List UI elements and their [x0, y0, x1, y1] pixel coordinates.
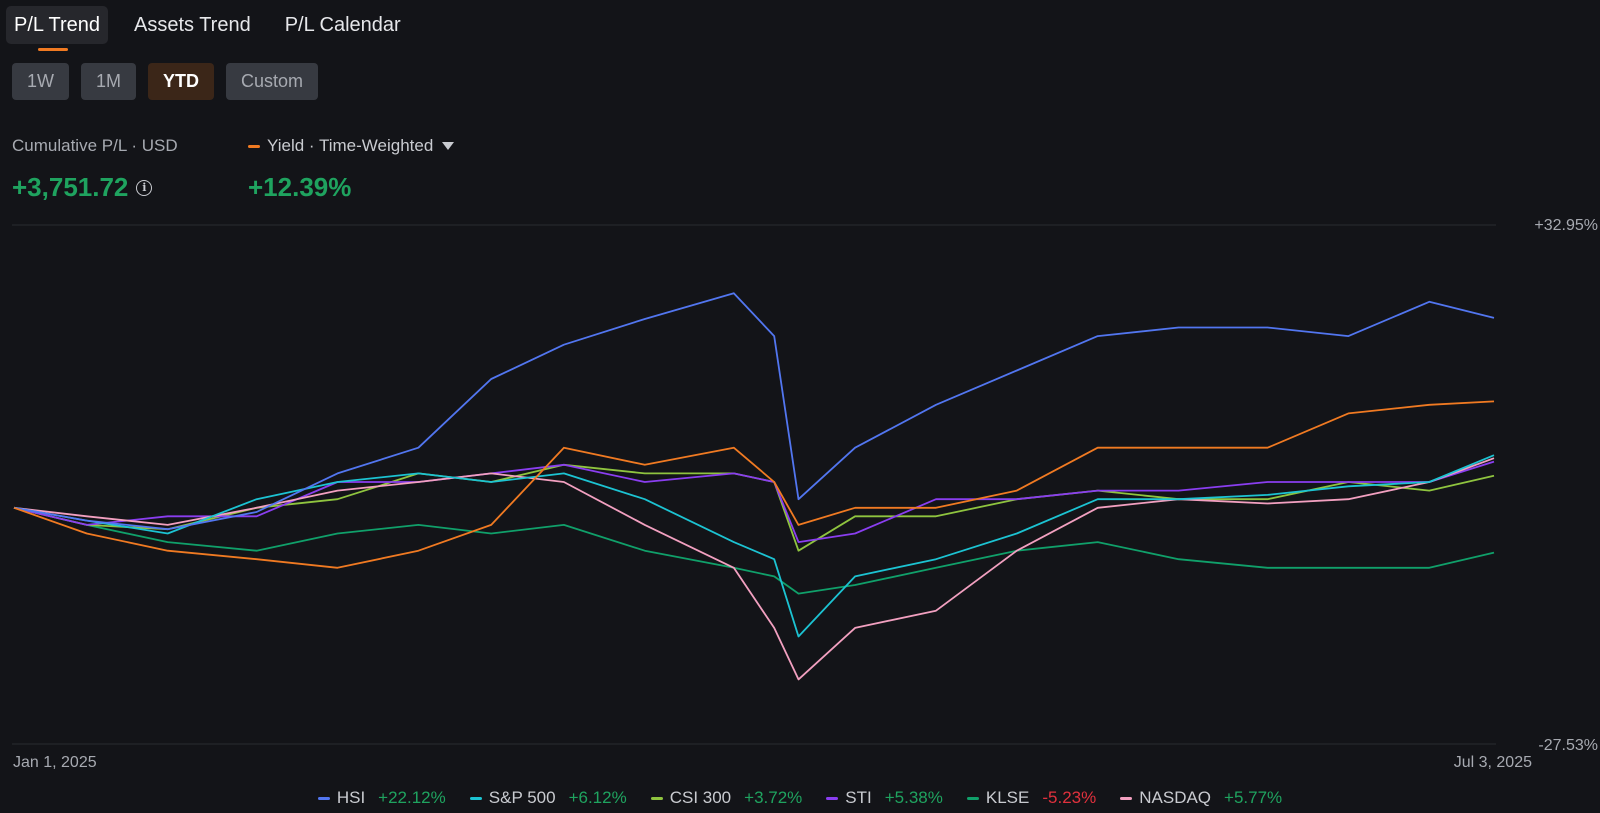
y-tick-top: +32.95% — [1534, 217, 1598, 234]
legend-item-sti[interactable]: STI +5.38% — [826, 788, 943, 808]
cumulative-pl-value-row: +3,751.72 i — [12, 172, 178, 203]
yield-stat: Yield · Time-Weighted +12.39% — [248, 135, 455, 203]
legend-swatch-klse — [966, 796, 979, 800]
tab-pl-trend[interactable]: P/L Trend — [6, 6, 108, 51]
yield-value: +12.39% — [248, 172, 352, 202]
info-icon[interactable]: i — [136, 179, 153, 196]
series-line-s-p-500 — [13, 454, 1495, 638]
legend-name-hsi: HSI — [336, 788, 366, 807]
legend-item-hsi[interactable]: HSI +22.12% — [317, 788, 446, 808]
y-tick-bottom: -27.53% — [1538, 737, 1598, 754]
legend-swatch-csi300 — [650, 796, 663, 800]
series-layer — [13, 292, 1495, 681]
range-1w-button[interactable]: 1W — [12, 63, 69, 100]
legend-value-nasdaq: +5.77% — [1224, 788, 1283, 807]
legend-item-csi300[interactable]: CSI 300 +3.72% — [650, 788, 803, 808]
pl-trend-chart[interactable]: +32.95% -27.53% Jan 1, 2025 Jul 3, 2025 — [0, 212, 1600, 782]
tab-assets-trend[interactable]: Assets Trend — [133, 14, 251, 36]
legend-name-klse: KLSE — [985, 788, 1030, 807]
series-line-klse — [13, 506, 1495, 595]
cumulative-pl-stat: Cumulative P/L · USD +3,751.72 i — [12, 135, 178, 203]
range-ytd-button[interactable]: YTD — [148, 63, 215, 100]
legend-item-nasdaq[interactable]: NASDAQ +5.77% — [1120, 788, 1282, 808]
legend-item-sp500[interactable]: S&P 500 +6.12% — [469, 788, 627, 808]
range-custom-button[interactable]: Custom — [226, 63, 319, 100]
legend-value-csi300: +3.72% — [744, 788, 803, 807]
series-line-yield — [13, 400, 1495, 569]
legend-value-hsi: +22.12% — [378, 788, 446, 807]
series-line-nasdaq — [13, 457, 1495, 681]
range-selector: 1W 1M YTD Custom — [12, 63, 330, 100]
legend-swatch-nasdaq — [1120, 796, 1133, 800]
series-line-sti — [13, 460, 1495, 544]
legend-value-klse: -5.23% — [1042, 788, 1097, 807]
legend-name-sp500: S&P 500 — [488, 788, 556, 807]
yield-type-label: Yield · Time-Weighted — [267, 136, 434, 155]
tab-pl-calendar[interactable]: P/L Calendar — [284, 14, 401, 36]
x-tick-end: Jul 3, 2025 — [1454, 754, 1532, 771]
legend-name-nasdaq: NASDAQ — [1139, 788, 1212, 807]
yield-line-swatch — [248, 144, 260, 148]
yield-type-dropdown[interactable]: Yield · Time-Weighted — [248, 135, 455, 157]
legend-item-klse[interactable]: KLSE -5.23% — [966, 788, 1097, 808]
legend-value-sp500: +6.12% — [568, 788, 627, 807]
legend-name-sti: STI — [845, 788, 872, 807]
x-tick-start: Jan 1, 2025 — [13, 754, 97, 771]
chevron-down-icon — [442, 142, 455, 150]
tab-bar: P/L Trend Assets Trend P/L Calendar — [6, 6, 427, 51]
chart-legend: HSI +22.12% S&P 500 +6.12% CSI 300 +3.72… — [0, 788, 1600, 808]
legend-value-sti: +5.38% — [884, 788, 943, 807]
range-1m-button[interactable]: 1M — [81, 63, 137, 100]
legend-swatch-sti — [826, 796, 839, 800]
series-line-hsi — [13, 292, 1495, 531]
legend-swatch-hsi — [317, 796, 330, 800]
legend-name-csi300: CSI 300 — [669, 788, 732, 807]
legend-swatch-sp500 — [469, 796, 482, 800]
cumulative-pl-label: Cumulative P/L · USD — [12, 136, 178, 155]
cumulative-pl-value: +3,751.72 — [12, 172, 129, 202]
